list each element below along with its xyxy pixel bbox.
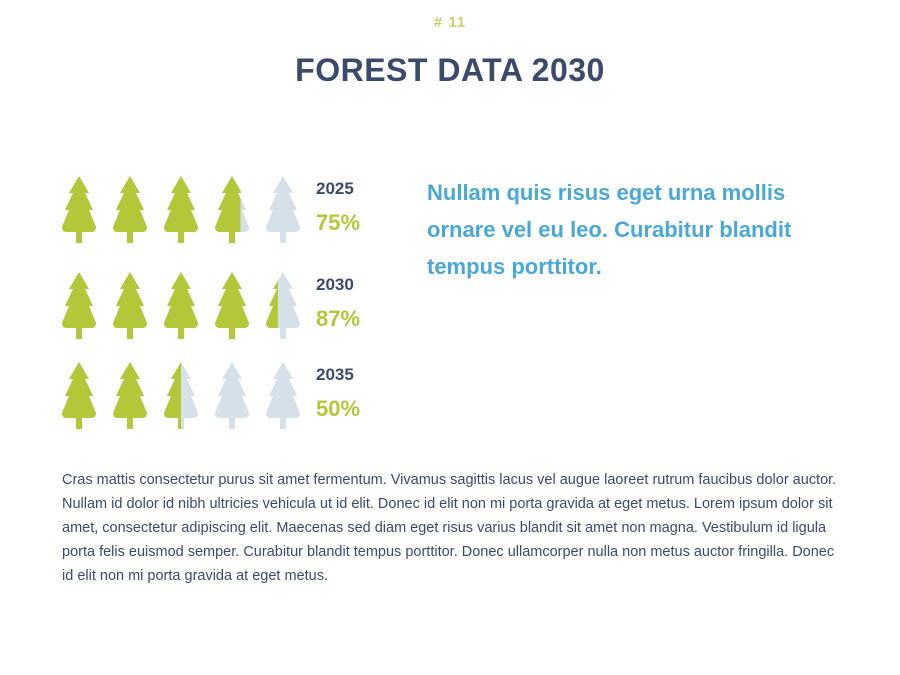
tree-icon-filled <box>164 362 181 429</box>
year-label: 2035 <box>316 365 354 384</box>
tree-icon-filled <box>266 280 278 328</box>
tree-row <box>62 176 300 243</box>
tree-icon <box>266 362 300 429</box>
title: FOREST DATA 2030 <box>295 52 605 88</box>
tree-icon <box>266 176 300 243</box>
tree-icon <box>215 362 249 429</box>
page-label: # 11 <box>433 14 467 31</box>
value-label: 50% <box>316 396 360 421</box>
tree-icon-filled <box>62 272 96 339</box>
pictogram-chart: 2025 75% 2030 87% 2035 50% <box>62 176 360 429</box>
tree-icon-filled <box>62 176 96 243</box>
year-label: 2025 <box>316 179 354 198</box>
tree-icon-filled <box>164 176 198 243</box>
tree-icon-filled <box>113 272 147 339</box>
tree-icon-filled <box>113 176 147 243</box>
body-text: Cras mattis consectetur purus sit amet f… <box>62 472 837 584</box>
year-label: 2030 <box>316 275 354 294</box>
value-label: 87% <box>316 306 360 331</box>
tree-icon-filled <box>62 362 96 429</box>
tree-icon-filled <box>215 176 241 243</box>
tree-icon-filled <box>113 362 147 429</box>
value-label: 75% <box>316 210 360 235</box>
tree-row <box>62 272 300 339</box>
quote: Nullam quis risus eget urna mollis ornar… <box>427 180 792 279</box>
tree-row <box>62 362 300 429</box>
tree-icon-filled <box>164 272 198 339</box>
tree-icon-filled <box>215 272 249 339</box>
